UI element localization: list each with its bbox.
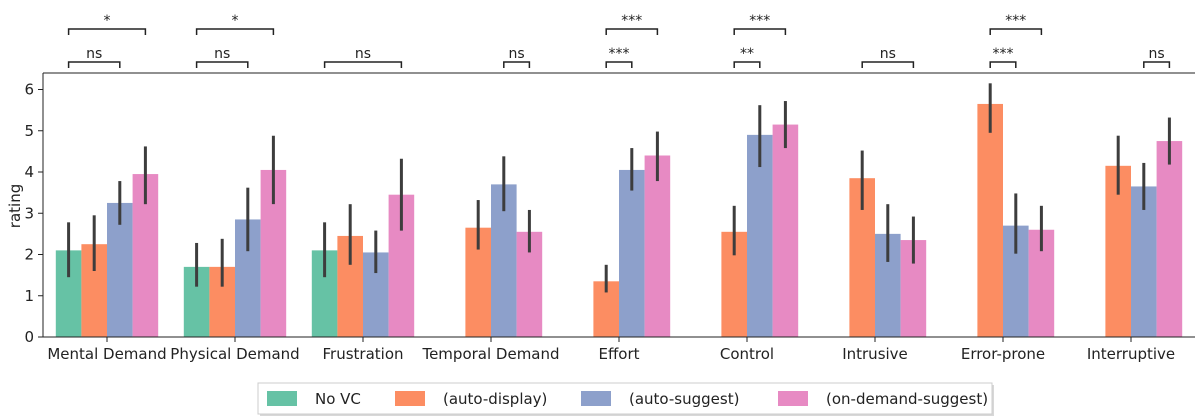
- bar: [1131, 186, 1157, 337]
- error-bars: [67, 83, 1171, 293]
- bars: [55, 103, 1183, 337]
- bar: [1156, 141, 1183, 337]
- significance-label: *: [104, 13, 111, 29]
- significance-label: ***: [749, 13, 770, 29]
- significance-bracket: [989, 61, 1017, 68]
- bar: [107, 202, 133, 337]
- significance-bracket: [1143, 61, 1171, 68]
- significance-label: ***: [993, 46, 1014, 62]
- legend-swatch: [267, 391, 297, 406]
- x-tick-label: Frustration: [323, 345, 404, 363]
- significance-label: **: [740, 46, 754, 62]
- legend-label: (on-demand-suggest): [826, 390, 988, 408]
- bar: [747, 134, 773, 337]
- significance-label: *: [232, 13, 239, 29]
- legend: No VC (auto-display) (auto-suggest) (on-dem…: [257, 382, 994, 416]
- legend-label: (auto-suggest): [629, 390, 739, 408]
- y-axis-label: rating: [6, 184, 24, 228]
- significance-bracket: [67, 28, 147, 35]
- y-tick-label: 6: [24, 81, 34, 99]
- significance-label: ***: [621, 13, 642, 29]
- significance-bracket: [605, 28, 659, 35]
- significance-bracket: [605, 61, 633, 68]
- legend-swatch: [581, 391, 611, 406]
- significance-label: ***: [1005, 13, 1026, 29]
- axes: 0 1 2 3 4 5 6 Mental Demand Physical Demand Frust…: [24, 72, 1195, 363]
- x-tick-label: Physical Demand: [170, 345, 299, 363]
- y-tick-label: 2: [24, 246, 34, 264]
- legend-frame: [257, 382, 993, 415]
- bar: [772, 124, 799, 337]
- y-tick-label: 0: [24, 328, 34, 346]
- x-tick-label: Mental Demand: [47, 345, 166, 363]
- significance-label: ns: [214, 46, 230, 62]
- x-tick-label: Interruptive: [1087, 345, 1175, 363]
- x-tick-label: Temporal Demand: [421, 345, 559, 363]
- significance-bracket: [733, 61, 761, 68]
- bar: [619, 169, 645, 337]
- significance-label: ns: [509, 46, 525, 62]
- significance-bracket: [861, 61, 915, 68]
- y-tick-label: 3: [24, 204, 34, 222]
- significance-bracket: [195, 61, 249, 68]
- legend-label: No VC: [315, 390, 361, 408]
- y-tick-label: 4: [24, 163, 34, 181]
- legend-swatch: [395, 391, 425, 406]
- x-tick-label: Control: [720, 345, 774, 363]
- significance-label: ns: [1149, 46, 1165, 62]
- x-tick-label: Error-prone: [961, 345, 1045, 363]
- x-tick-label: Intrusive: [842, 345, 908, 363]
- x-tick-label: Effort: [598, 345, 639, 363]
- significance-annotations: ns*ns*ns ns ***********ns ******ns: [67, 13, 1171, 68]
- significance-label: ns: [880, 46, 896, 62]
- legend-swatch: [778, 391, 808, 406]
- bar: [644, 155, 671, 337]
- y-tick-label: 5: [24, 122, 34, 140]
- significance-bracket: [989, 28, 1043, 35]
- significance-label: ns: [355, 46, 371, 62]
- significance-label: ns: [86, 46, 102, 62]
- y-tick-label: 1: [24, 287, 34, 305]
- significance-bracket: [733, 28, 787, 35]
- significance-bracket: [323, 61, 403, 68]
- significance-bracket: [503, 61, 531, 68]
- bar: [977, 103, 1003, 337]
- legend-label: (auto-display): [443, 390, 547, 408]
- significance-label: ***: [609, 46, 630, 62]
- significance-bracket: [67, 61, 121, 68]
- significance-bracket: [195, 28, 275, 35]
